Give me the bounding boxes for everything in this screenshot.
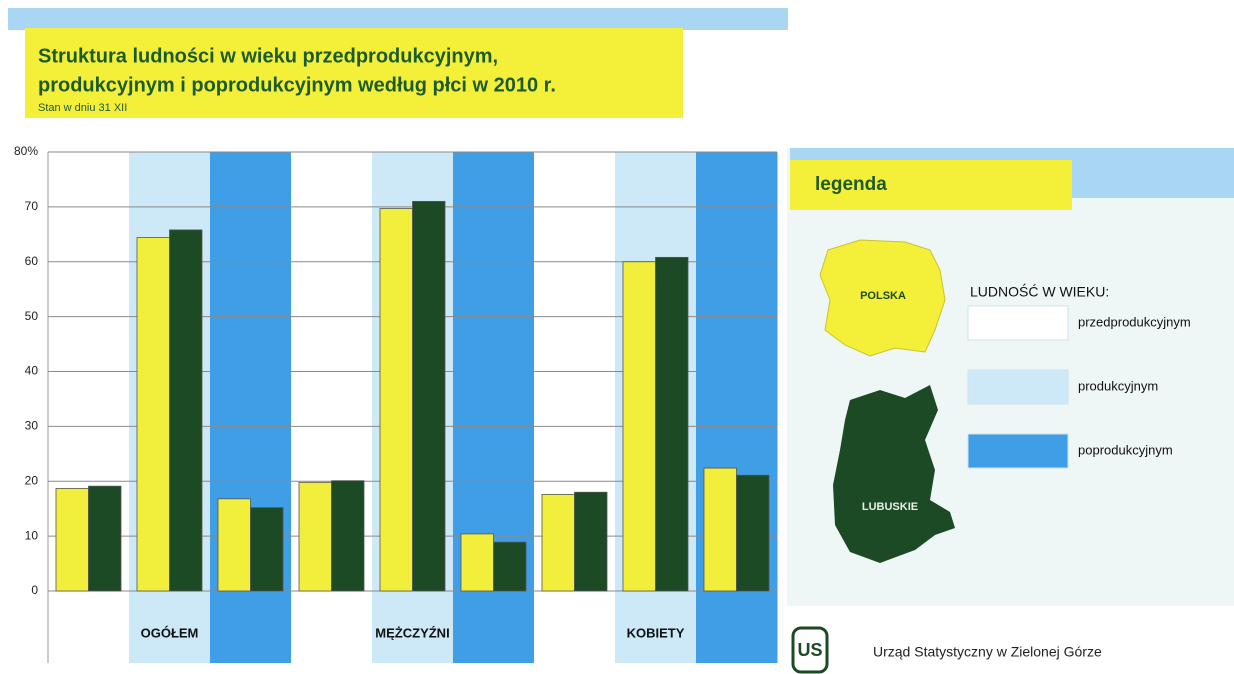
legend-swatch <box>967 369 1069 405</box>
chart-title: produkcyjnym i poprodukcyjnym według płc… <box>38 74 556 96</box>
bar <box>736 474 770 592</box>
bar <box>622 261 656 592</box>
logo-frame <box>791 626 829 674</box>
y-tick-label: 80% <box>14 144 38 158</box>
bar <box>379 208 413 592</box>
y-tick-label: 30 <box>25 419 39 433</box>
bar <box>136 237 170 592</box>
bar <box>169 229 203 592</box>
chart-subtitle: Stan w dniu 31 XII <box>38 102 127 114</box>
bar <box>217 498 251 592</box>
y-tick-label: 70 <box>25 199 39 213</box>
map-lubuskie <box>833 385 955 563</box>
y-tick-label: 40 <box>25 364 39 378</box>
legend-swatch <box>967 433 1069 469</box>
map-polska <box>819 239 946 357</box>
y-tick-label: 0 <box>31 583 38 597</box>
legend-swatch <box>967 305 1069 341</box>
bar <box>493 541 527 592</box>
legend-title-box <box>790 160 1072 210</box>
bar <box>541 494 575 592</box>
x-group-label: KOBIETY <box>627 625 685 640</box>
legend-label: produkcyjnym <box>1078 378 1158 393</box>
chart-title: Struktura ludności w wieku przedprodukcy… <box>38 45 498 67</box>
title-box <box>25 28 683 118</box>
bar <box>655 256 689 592</box>
logo: US <box>791 626 829 674</box>
legend-label: poprodukcyjnym <box>1078 442 1173 457</box>
legend-title: legenda <box>815 174 887 195</box>
y-tick-label: 10 <box>25 528 39 542</box>
bar <box>298 481 332 592</box>
bar <box>412 200 446 592</box>
bar <box>460 533 494 592</box>
series-label: POLSKA <box>860 290 906 302</box>
bar <box>574 491 608 592</box>
bar <box>55 487 89 592</box>
y-tick-label: 60 <box>25 254 39 268</box>
logo-text: US <box>797 640 822 660</box>
x-group-label: MĘŻCZYŹNI <box>375 625 449 640</box>
header-band <box>8 8 788 30</box>
bar <box>331 480 365 592</box>
series-label: LUBUSKIE <box>862 501 918 513</box>
y-tick-label: 20 <box>25 473 39 487</box>
footer: Urząd Statystyczny w Zielonej Górze <box>873 644 1102 660</box>
legend-heading: LUDNOŚĆ W WIEKU: <box>970 283 1109 300</box>
legend-label: przedprodukcyjnym <box>1078 314 1191 329</box>
x-group-label: OGÓŁEM <box>141 625 199 640</box>
y-tick-label: 50 <box>25 309 39 323</box>
bar <box>250 507 284 592</box>
bar <box>703 467 737 592</box>
bar <box>88 485 122 592</box>
